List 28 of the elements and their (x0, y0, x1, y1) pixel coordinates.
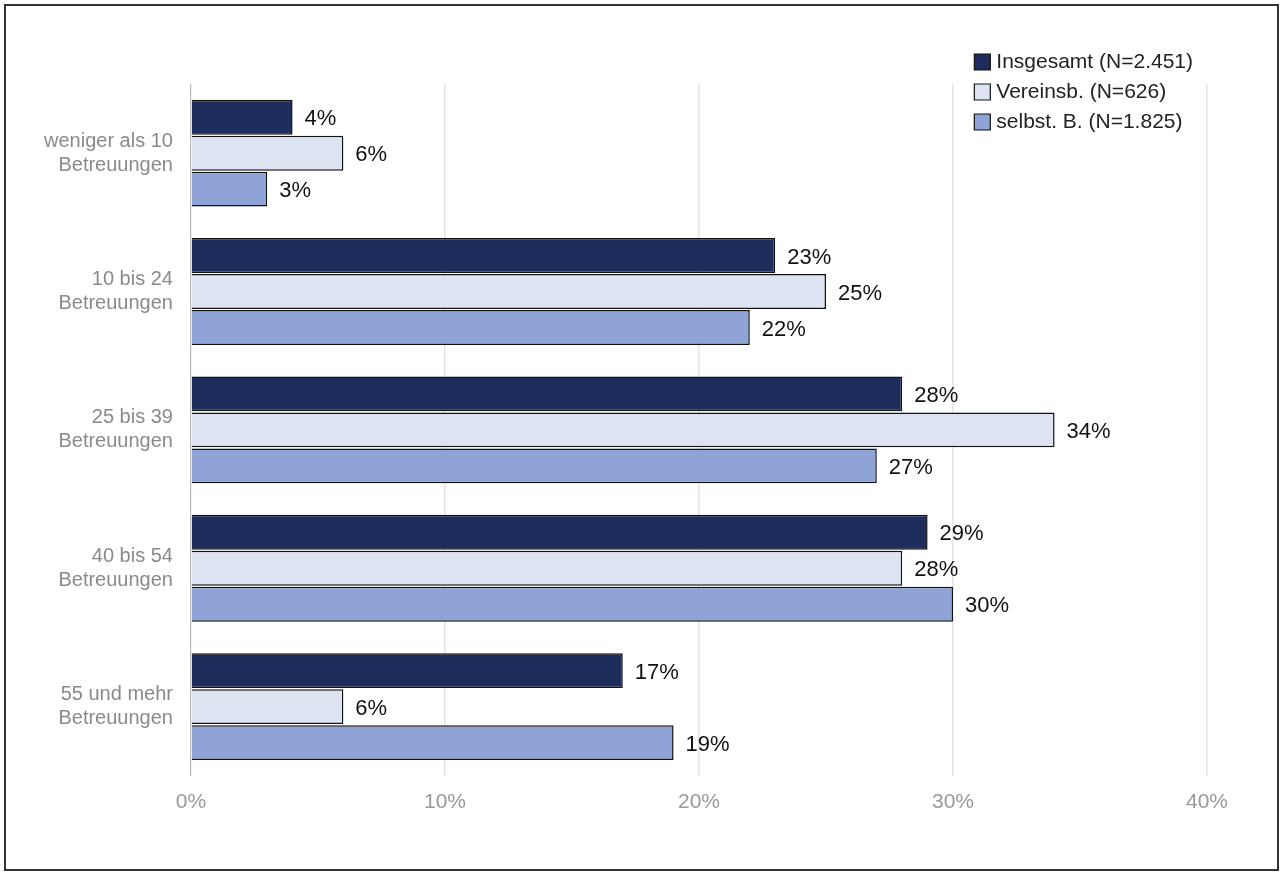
data-label: 29% (939, 520, 984, 546)
data-label: 6% (355, 141, 388, 167)
x-tick-label: 0% (175, 789, 207, 813)
x-tick-label: 40% (1185, 789, 1229, 813)
data-label: 3% (279, 177, 311, 203)
data-label: 25% (837, 279, 883, 305)
x-tick-label: 30% (931, 789, 975, 813)
x-tick-label: 10% (423, 789, 466, 813)
y-tick-label: 55 und mehr Betreuungen (58, 682, 174, 729)
data-label: 4% (304, 105, 337, 131)
data-label: 28% (914, 381, 959, 407)
data-label: 19% (685, 730, 730, 756)
legend-label: selbst. B. (N=1.825) (996, 108, 1183, 132)
data-label: 17% (634, 658, 679, 684)
y-tick-label: weniger als 10 Betreuungen (43, 128, 173, 175)
data-label: 23% (787, 243, 832, 269)
y-tick-label: 40 bis 54 Betreuungen (58, 543, 173, 590)
x-tick-label: 20% (677, 789, 720, 813)
y-tick-label: 25 bis 39 Betreuungen (58, 405, 173, 452)
data-label: 6% (355, 694, 388, 720)
data-label: 27% (888, 453, 933, 479)
data-label: 22% (761, 315, 806, 341)
y-tick-label: 10 bis 24 Betreuungen (58, 267, 173, 314)
data-label: 28% (914, 556, 959, 582)
legend-label: Vereinsb. (N=626) (996, 78, 1167, 102)
data-label: 34% (1066, 417, 1111, 443)
legend-label: Insgesamt (N=2.451) (996, 48, 1194, 72)
data-label: 30% (964, 592, 1010, 618)
